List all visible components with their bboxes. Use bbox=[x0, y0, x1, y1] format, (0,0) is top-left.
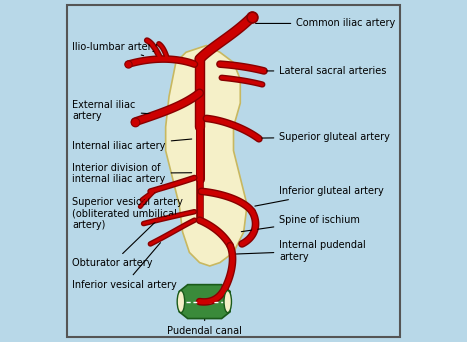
Text: Internal iliac artery: Internal iliac artery bbox=[72, 139, 192, 150]
Text: Pudendal canal: Pudendal canal bbox=[167, 316, 242, 336]
Text: Common iliac artery: Common iliac artery bbox=[255, 18, 396, 28]
Text: Lateral sacral arteries: Lateral sacral arteries bbox=[265, 66, 387, 76]
Ellipse shape bbox=[177, 291, 184, 313]
Text: Superior vesical artery
(obliterated umbilical
artery): Superior vesical artery (obliterated umb… bbox=[72, 192, 183, 230]
Text: Spine of ischium: Spine of ischium bbox=[241, 215, 360, 232]
Text: Superior gluteal artery: Superior gluteal artery bbox=[262, 132, 390, 142]
Text: Internal pudendal
artery: Internal pudendal artery bbox=[236, 240, 366, 262]
Polygon shape bbox=[166, 45, 247, 266]
Text: Inferior vesical artery: Inferior vesical artery bbox=[72, 243, 177, 290]
Text: External iliac
artery: External iliac artery bbox=[72, 100, 151, 121]
Text: Ilio-lumbar artery: Ilio-lumbar artery bbox=[72, 42, 158, 56]
Ellipse shape bbox=[224, 291, 232, 313]
Text: Interior division of
internal iliac artery: Interior division of internal iliac arte… bbox=[72, 162, 192, 184]
Text: Inferior gluteal artery: Inferior gluteal artery bbox=[255, 186, 384, 206]
Polygon shape bbox=[179, 285, 230, 318]
Text: Obturator artery: Obturator artery bbox=[72, 222, 155, 268]
